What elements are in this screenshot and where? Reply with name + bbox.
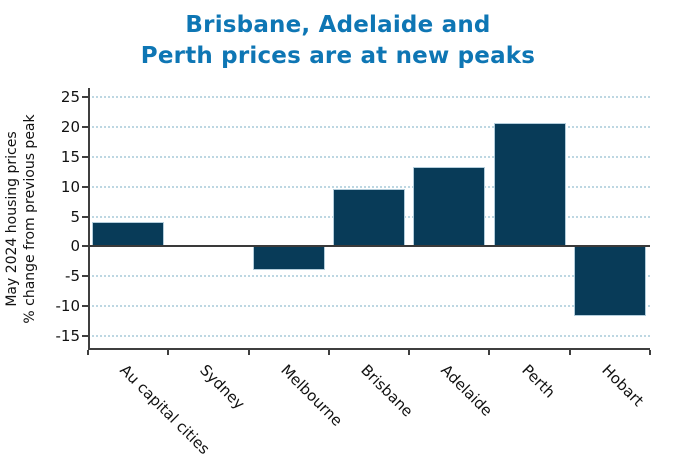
y-tick-mark-10 (82, 185, 88, 188)
y-tick-mark--15 (82, 335, 88, 338)
zero-line (88, 245, 650, 248)
bar-melbourne (252, 246, 325, 271)
bar-adelaide (413, 167, 486, 247)
y-tick-mark-5 (82, 215, 88, 218)
x-tick-label-brisbane: Brisbane (357, 361, 417, 421)
chart-title-line-2: Perth prices are at new peaks (140, 43, 536, 69)
bar-hobart (573, 246, 646, 316)
y-tick-label-25: 25 (60, 87, 80, 106)
y-tick-label-20: 20 (60, 117, 80, 136)
x-tick-mark-3 (327, 350, 330, 355)
x-tick-mark-4 (408, 350, 411, 355)
x-tick-mark-2 (247, 350, 250, 355)
chart-title: Brisbane, Adelaide and Perth prices are … (0, 10, 676, 72)
gridline-25 (88, 95, 650, 98)
x-tick-mark-1 (167, 350, 170, 355)
gridline--10 (88, 305, 650, 308)
y-tick-label--5: -5 (65, 267, 80, 286)
chart-title-line-1: Brisbane, Adelaide and (185, 12, 491, 38)
y-tick-label-15: 15 (60, 147, 80, 166)
x-tick-mark-6 (568, 350, 571, 355)
bar-perth (493, 122, 566, 247)
y-tick-label-10: 10 (60, 177, 80, 196)
y-tick-mark-0 (82, 245, 88, 248)
gridline-20 (88, 125, 650, 128)
bar-au-capital-cities (92, 222, 165, 247)
x-tick-mark-5 (488, 350, 491, 355)
y-tick-mark--5 (82, 275, 88, 278)
bar-brisbane (333, 189, 405, 247)
y-tick-label-0: 0 (70, 237, 80, 256)
x-axis (88, 348, 650, 350)
gridline-15 (88, 155, 650, 158)
y-axis (88, 88, 90, 350)
y-tick-mark-15 (82, 155, 88, 158)
y-tick-mark-25 (82, 95, 88, 98)
x-tick-mark-0 (87, 350, 89, 355)
gridline--15 (88, 335, 650, 338)
x-tick-label-melbourne: Melbourne (276, 361, 346, 430)
y-tick-label--15: -15 (55, 327, 81, 346)
x-tick-label-adelaide: Adelaide (437, 361, 497, 420)
y-tick-mark-20 (82, 125, 88, 128)
y-tick-label--10: -10 (55, 297, 81, 316)
gridline--5 (88, 275, 650, 278)
x-tick-label-hobart: Hobart (598, 361, 648, 410)
x-tick-label-perth: Perth (517, 361, 559, 402)
y-axis-label-line-1: May 2024 housing prices (4, 131, 20, 307)
y-tick-label-5: 5 (70, 207, 80, 226)
x-tick-mark-7 (649, 350, 651, 355)
x-tick-label-sydney: Sydney (196, 361, 249, 414)
y-tick-mark--10 (82, 305, 88, 308)
gridline-10 (88, 185, 650, 188)
